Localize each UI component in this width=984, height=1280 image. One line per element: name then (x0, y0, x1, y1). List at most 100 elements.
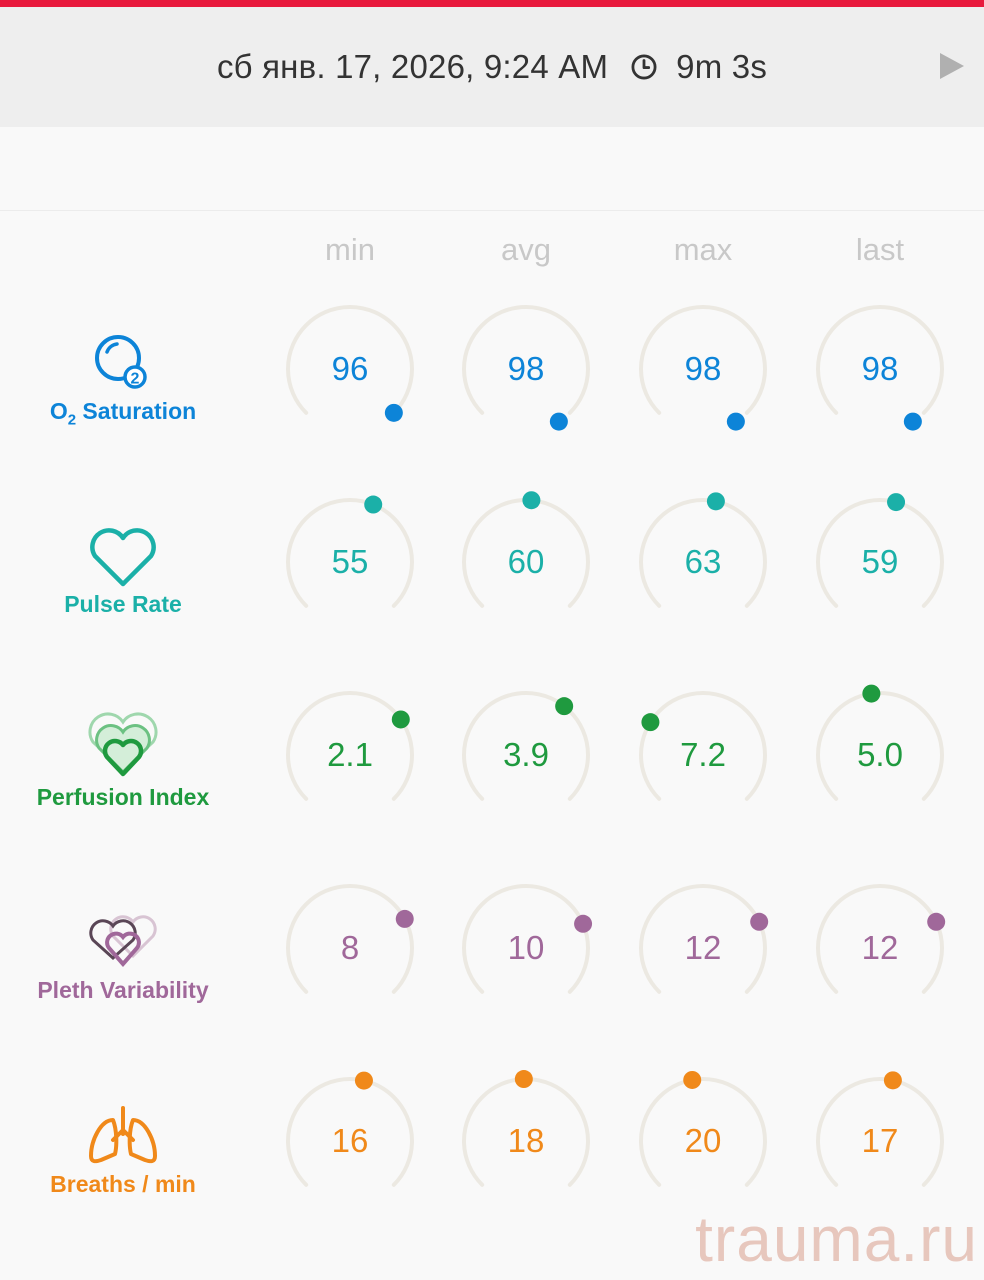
gauge-indicator-dot (927, 912, 946, 931)
gauge-graphic (462, 491, 590, 608)
gauge-value: 60 (507, 543, 545, 580)
metric-label-pr: Pulse Rate (64, 591, 182, 617)
gauge-track (286, 1077, 414, 1187)
divider (0, 210, 984, 211)
gauge-pi-last: 5.0 (813, 684, 947, 822)
gauge-value: 2.1 (327, 736, 373, 773)
gauge-rr-max: 20 (636, 1070, 770, 1208)
session-date-time: сб янв. 17, 2026, 9:24 AM (216, 48, 609, 85)
column-header-min: min (325, 232, 375, 267)
gauge-rr-last: 17 (813, 1071, 947, 1208)
gauge-indicator-dot (574, 914, 593, 933)
gauge-value: 20 (684, 1122, 722, 1159)
gauge-graphic (639, 884, 769, 994)
gauge-track (639, 884, 767, 994)
gauge-track (816, 884, 944, 994)
svg-text:2: 2 (131, 371, 140, 388)
gauge-track (639, 691, 767, 801)
lungs-icon (83, 1100, 163, 1170)
gauge-o2-max: 98 (636, 302, 770, 436)
gauge-indicator-dot (706, 492, 725, 511)
gauge-value: 55 (331, 543, 369, 580)
gauge-o2-last: 98 (813, 302, 947, 436)
session-info: сб янв. 17, 2026, 9:24 AM 9m 3s (0, 7, 984, 127)
gauge-graphic (286, 305, 414, 422)
gauge-track (462, 884, 590, 994)
layered-hearts-icon (83, 712, 163, 782)
gauge-indicator-dot (903, 412, 922, 431)
gauge-graphic (816, 884, 946, 994)
column-header-max: max (673, 232, 733, 267)
gauge-track (286, 305, 414, 415)
gauge-graphic (816, 684, 944, 801)
gauge-indicator-dot (641, 713, 660, 732)
play-button[interactable] (936, 51, 966, 81)
gauge-pvi-min: 8 (283, 881, 417, 1015)
gauge-indicator-dot (391, 710, 410, 729)
gauge-pi-max: 7.2 (636, 688, 770, 822)
gauge-graphic (462, 305, 590, 431)
gauge-pvi-avg: 10 (459, 881, 593, 1015)
gauge-graphic (286, 1071, 414, 1187)
gauge-value: 17 (861, 1122, 899, 1159)
gauge-pr-avg: 60 (459, 491, 593, 629)
gauge-o2-avg: 98 (459, 302, 593, 436)
gauge-graphic (286, 884, 414, 994)
gauge-track (462, 691, 590, 801)
top-accent-bar (0, 0, 984, 7)
gauge-indicator-dot (750, 912, 769, 931)
gauge-rr-avg: 18 (459, 1070, 593, 1208)
gauge-indicator-dot (549, 412, 568, 431)
gauge-graphic (816, 493, 944, 608)
gauge-indicator-dot (555, 697, 574, 716)
gauge-track (816, 305, 944, 415)
metric-label-pi: Perfusion Index (36, 784, 210, 810)
gauge-graphic (286, 691, 414, 801)
gauge-pi-avg: 3.9 (459, 688, 593, 822)
gauge-pr-last: 59 (813, 493, 947, 629)
gauge-indicator-dot (395, 909, 414, 928)
gauge-value: 5.0 (857, 736, 903, 773)
gauge-value: 12 (861, 929, 899, 966)
gauge-value: 10 (507, 929, 545, 966)
gauge-indicator-dot (354, 1071, 373, 1090)
gauge-graphic (816, 305, 944, 431)
gauge-value: 8 (340, 929, 360, 966)
gauge-track (816, 498, 944, 608)
gauge-indicator-dot (514, 1070, 533, 1089)
metric-label-rr: Breaths / min (50, 1171, 196, 1197)
gauge-pvi-max: 12 (636, 881, 770, 1015)
gauge-track (816, 1077, 944, 1187)
gauge-indicator-dot (683, 1070, 702, 1089)
gauge-graphic (639, 492, 767, 608)
gauge-track (462, 305, 590, 415)
metric-label-pvi: Pleth Variability (37, 977, 209, 1003)
gauge-pi-min: 2.1 (283, 688, 417, 822)
watermark: trauma.ru (695, 1203, 978, 1275)
gauge-graphic (286, 495, 414, 608)
gauge-value: 12 (684, 929, 722, 966)
gauge-track (286, 884, 414, 994)
metric-label-o2: O2 Saturation (49, 398, 197, 429)
gauge-value: 7.2 (680, 736, 726, 773)
gauge-pr-max: 63 (636, 492, 770, 629)
o2-bubble-icon: 2 (83, 328, 163, 398)
gauge-pvi-last: 12 (813, 881, 947, 1015)
gauge-graphic (462, 1070, 590, 1187)
gauge-track (639, 305, 767, 415)
clock-icon (631, 54, 657, 80)
gauge-indicator-dot (364, 495, 383, 514)
gauge-graphic (639, 305, 767, 431)
gauge-indicator-dot (883, 1071, 902, 1090)
gauge-track (286, 498, 414, 608)
gauge-graphic (816, 1071, 944, 1187)
gauge-indicator-dot (522, 491, 541, 510)
gauge-graphic (639, 691, 767, 801)
gauge-value: 98 (684, 350, 722, 387)
gauge-value: 18 (507, 1122, 545, 1159)
gauge-value: 16 (331, 1122, 369, 1159)
gauge-track (286, 691, 414, 801)
session-header: сб янв. 17, 2026, 9:24 AM 9m 3s (0, 7, 984, 127)
gauge-graphic (462, 884, 593, 994)
column-header-last: last (855, 232, 905, 267)
